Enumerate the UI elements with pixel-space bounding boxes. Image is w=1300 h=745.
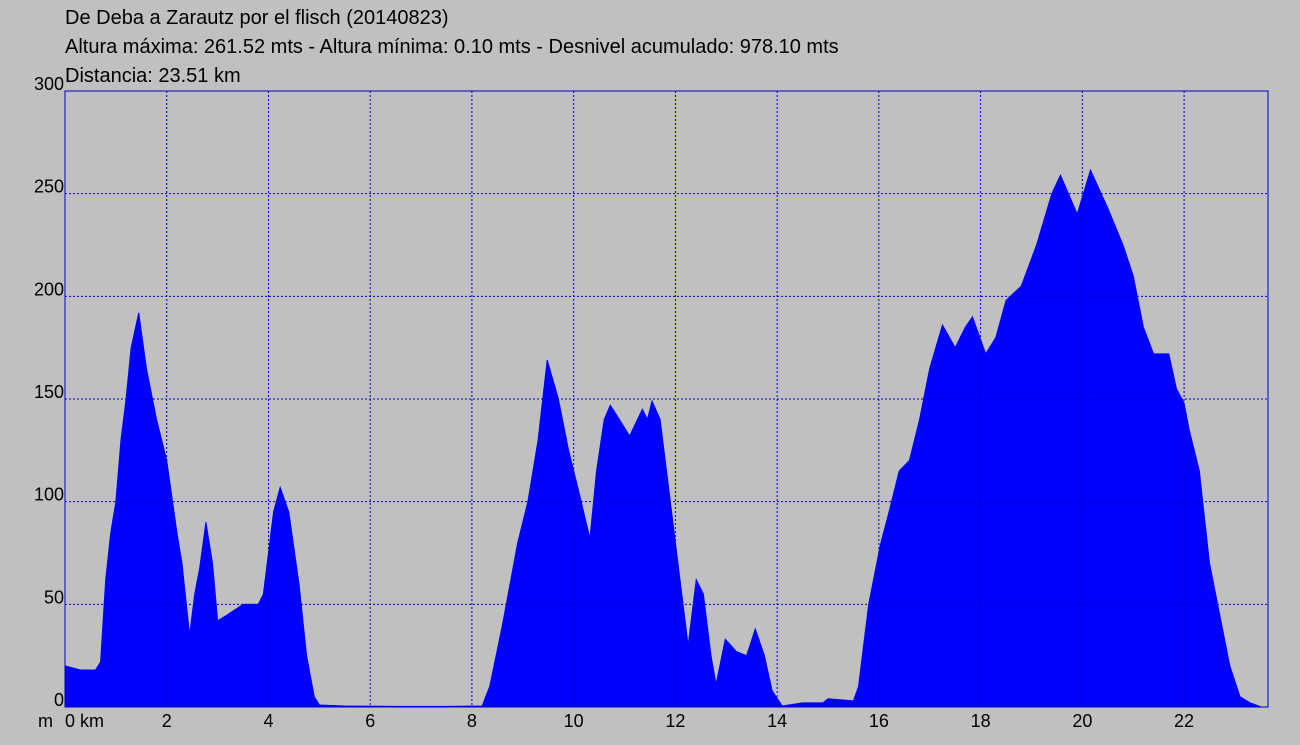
chart-title: De Deba a Zarautz por el flisch (2014082… <box>65 7 449 29</box>
y-tick-label: 50 <box>44 587 64 607</box>
x-tick-label: 20 <box>1072 711 1092 731</box>
x-tick-label: 8 <box>467 711 477 731</box>
y-tick-label: 100 <box>34 485 64 505</box>
x-tick-label: 6 <box>365 711 375 731</box>
y-tick-label: 300 <box>34 74 64 94</box>
y-tick-label: 150 <box>34 382 64 402</box>
elevation-area <box>64 168 1262 708</box>
y-tick-label: 200 <box>34 279 64 299</box>
plot-border <box>64 90 1269 708</box>
y-axis-unit: m <box>38 711 53 731</box>
y-tick-label: 0 <box>54 690 64 710</box>
x-tick-label: 0 km <box>65 711 104 731</box>
x-tick-label: 2 <box>162 711 172 731</box>
x-tick-label: 22 <box>1174 711 1194 731</box>
x-tick-label: 14 <box>767 711 787 731</box>
x-tick-label: 10 <box>564 711 584 731</box>
x-tick-label: 4 <box>263 711 273 731</box>
x-tick-label: 12 <box>665 711 685 731</box>
y-tick-label: 250 <box>34 177 64 197</box>
x-tick-label: 16 <box>869 711 889 731</box>
distance-label: Distancia: 23.51 km <box>65 65 241 87</box>
chart-subtitle: Altura máxima: 261.52 mts - Altura mínim… <box>65 36 839 58</box>
x-tick-label: 18 <box>971 711 991 731</box>
